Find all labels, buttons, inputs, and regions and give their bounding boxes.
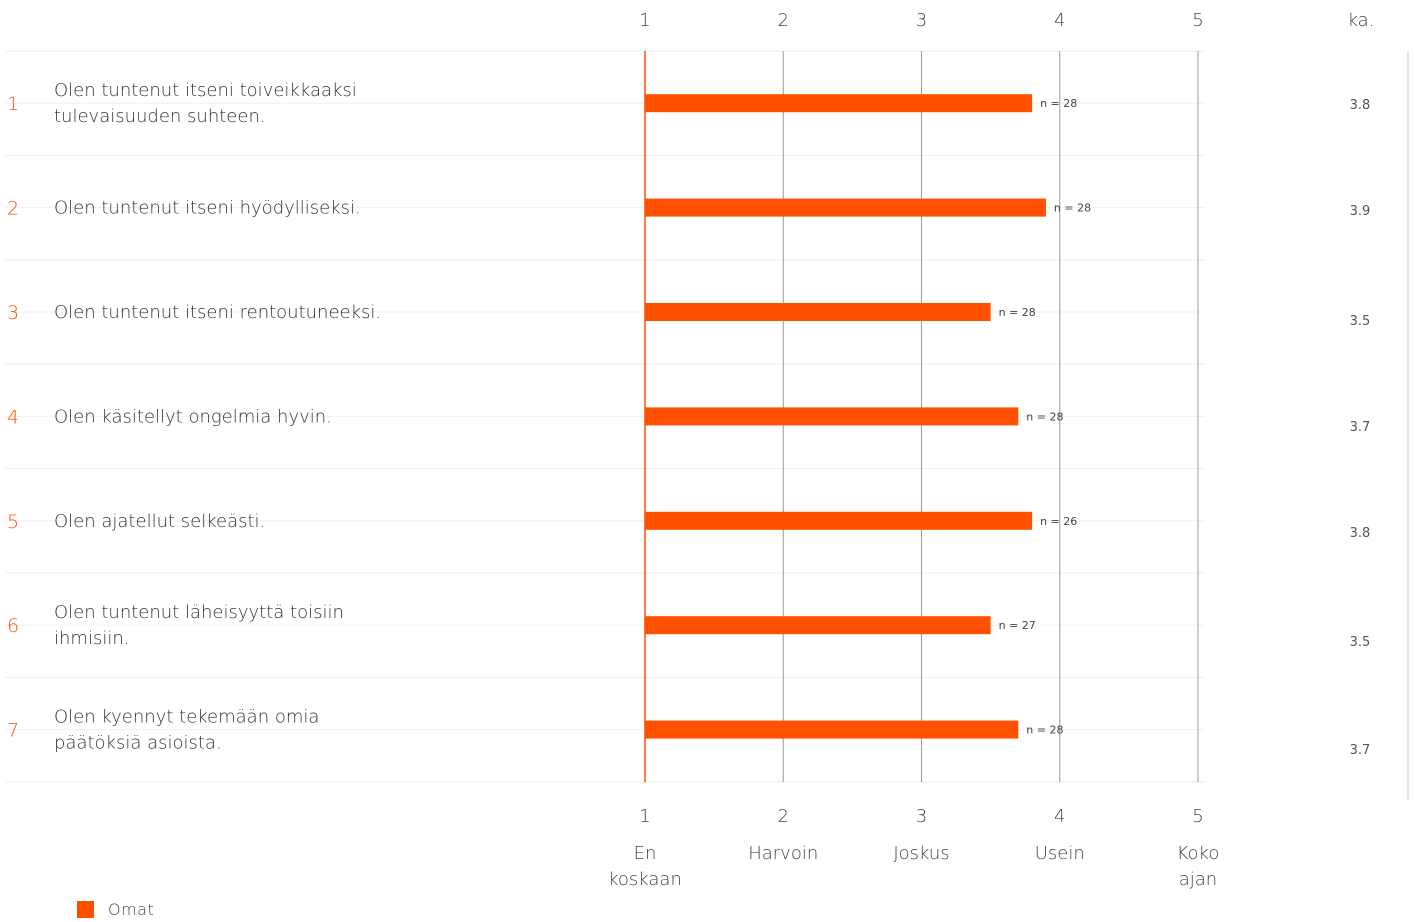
scale-label: Usein (1035, 843, 1085, 864)
x-tick-label-bottom: 1 (639, 806, 650, 827)
x-tick-label-top: 5 (1192, 10, 1203, 31)
legend-label-omat: Omat (108, 900, 155, 919)
n-label: n = 28 (1040, 97, 1077, 110)
question-text: Olen ajatellut selkeästi. (54, 511, 265, 532)
question-text: päätöksiä asioista. (54, 733, 222, 754)
question-number: 5 (7, 511, 19, 533)
question-number: 1 (7, 93, 19, 115)
bar-omat (645, 511, 1033, 530)
bar-omat (645, 198, 1046, 217)
bar-omat (645, 303, 991, 321)
n-label: n = 28 (999, 306, 1036, 319)
bar-omat (645, 94, 1033, 113)
avg-value: 3.9 (1350, 204, 1371, 219)
bar-omat (645, 720, 1019, 739)
avg-value: 3.7 (1350, 743, 1371, 758)
n-label: n = 27 (999, 619, 1036, 632)
x-tick-label-top: 4 (1054, 10, 1065, 31)
x-tick-label-top: 1 (639, 10, 650, 31)
avg-value: 3.5 (1350, 314, 1371, 329)
scale-label: Joskus (893, 843, 949, 864)
n-label: n = 28 (1054, 202, 1091, 215)
x-tick-label-top: 2 (778, 10, 789, 31)
x-tick-label-bottom: 5 (1192, 806, 1203, 827)
x-tick-label-bottom: 3 (916, 806, 927, 827)
question-number: 2 (7, 198, 19, 220)
legend-swatch-omat (77, 901, 94, 918)
n-label: n = 28 (1026, 724, 1063, 737)
scale-label: ajan (1179, 869, 1217, 890)
scale-label: Harvoin (748, 843, 818, 864)
question-text: ihmisiin. (54, 628, 129, 649)
scale-label: En (634, 843, 657, 864)
avg-column-header: ka. (1348, 10, 1375, 31)
question-text: Olen käsitellyt ongelmia hyvin. (54, 406, 332, 427)
question-text: tulevaisuuden suhteen. (54, 106, 266, 127)
question-number: 7 (7, 720, 19, 742)
bar-omat (645, 407, 1019, 426)
scale-label: Koko (1177, 843, 1220, 864)
bar-omat (645, 616, 991, 635)
x-tick-label-bottom: 2 (778, 806, 789, 827)
n-label: n = 28 (1026, 410, 1063, 423)
n-label: n = 26 (1040, 515, 1077, 528)
question-number: 6 (7, 615, 19, 637)
question-text: Olen tuntenut itseni hyödylliseksi. (54, 198, 361, 219)
avg-value: 3.5 (1350, 635, 1371, 650)
scale-label: koskaan (608, 869, 682, 890)
x-tick-label-top: 3 (916, 10, 927, 31)
question-text: Olen tuntenut itseni rentoutuneeksi. (54, 302, 381, 323)
avg-value: 3.8 (1350, 98, 1371, 113)
avg-value: 3.7 (1350, 420, 1371, 435)
question-number: 4 (7, 406, 19, 428)
x-tick-label-bottom: 4 (1054, 806, 1065, 827)
avg-value: 3.8 (1350, 526, 1371, 541)
question-text: Olen kyennyt tekemään omia (54, 707, 319, 728)
legend: Omat (77, 900, 154, 919)
question-number: 3 (7, 302, 19, 324)
question-text: Olen tuntenut läheisyyttä toisiin (54, 602, 344, 623)
question-text: Olen tuntenut itseni toiveikkaaksi (54, 80, 357, 101)
